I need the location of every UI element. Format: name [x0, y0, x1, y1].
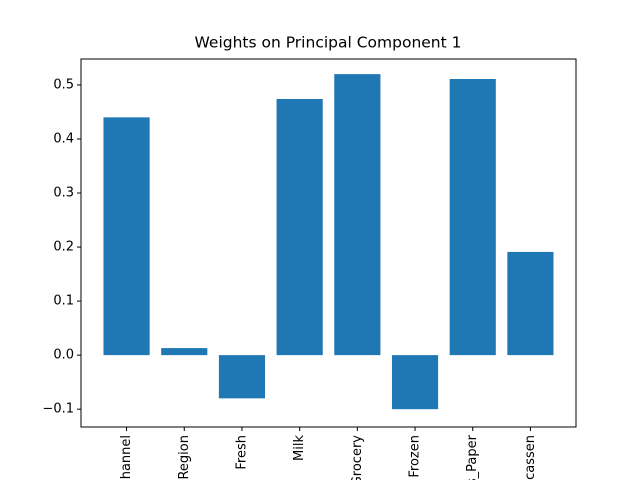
bar [218, 355, 266, 399]
x-tick-label: Delicassen [523, 435, 538, 480]
y-tick-label: −0.1 [42, 402, 74, 417]
y-tick-label: 0.0 [53, 348, 74, 363]
y-tick-label: 0.1 [53, 294, 74, 309]
bar [161, 348, 208, 356]
bar [103, 117, 150, 356]
x-tick-label: Channel [119, 435, 134, 480]
x-tick-label: Grocery [350, 435, 365, 480]
bar [391, 355, 439, 410]
x-tick-label: Detergents_Paper [465, 434, 480, 480]
x-tick-label: Region [177, 435, 192, 480]
y-tick-label: 0.3 [53, 186, 74, 201]
bar [334, 74, 381, 356]
y-tick-label: 0.2 [53, 240, 74, 255]
x-tick-label: Milk [292, 435, 307, 461]
bar [276, 98, 323, 356]
y-tick-label: 0.4 [53, 131, 74, 146]
chart-title: Weights on Principal Component 1 [195, 34, 462, 52]
bar [507, 251, 554, 356]
y-tick-label: 0.5 [53, 77, 74, 92]
x-tick-label: Frozen [408, 435, 423, 478]
x-tick-label: Fresh [234, 435, 249, 470]
plot-frame [80, 58, 577, 428]
bar [449, 78, 496, 356]
